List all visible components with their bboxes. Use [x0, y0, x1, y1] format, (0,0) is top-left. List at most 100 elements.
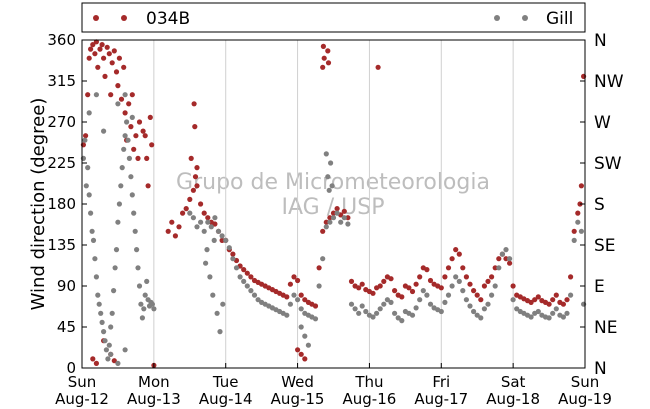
point-034b	[128, 124, 134, 130]
point-gill	[99, 319, 105, 325]
y-tick-label: 135	[47, 236, 76, 254]
point-034b	[116, 55, 122, 61]
point-034b	[85, 92, 91, 98]
point-gill	[212, 215, 218, 221]
point-gill	[132, 228, 138, 234]
point-034b	[97, 46, 103, 52]
point-gill	[101, 329, 107, 335]
point-gill	[287, 301, 293, 307]
point-034b	[467, 281, 473, 287]
point-gill	[496, 265, 502, 271]
point-034b	[133, 133, 139, 139]
point-gill	[204, 247, 210, 253]
point-gill	[320, 256, 326, 262]
compass-label: E	[594, 277, 605, 297]
point-034b	[129, 92, 135, 98]
point-034b	[121, 64, 127, 70]
point-gill	[128, 174, 134, 180]
point-gill	[348, 301, 355, 307]
legend-box	[81, 2, 586, 33]
point-gill	[187, 210, 193, 216]
point-gill	[194, 224, 200, 230]
point-034b	[165, 228, 171, 234]
y-tick-label: 315	[47, 72, 76, 90]
point-gill	[205, 219, 211, 225]
point-gill	[471, 308, 477, 315]
point-gill	[564, 310, 570, 316]
point-gill	[115, 219, 121, 225]
point-gill	[119, 165, 125, 171]
point-gill	[395, 315, 401, 321]
compass-label: SW	[594, 154, 622, 174]
point-034b	[406, 285, 412, 291]
point-034b	[413, 281, 419, 287]
point-gill	[359, 303, 365, 309]
point-gill	[226, 245, 232, 251]
point-034b	[532, 297, 538, 303]
point-gill	[124, 119, 130, 125]
point-034b	[471, 288, 477, 294]
point-034b	[320, 43, 326, 50]
point-034b	[136, 119, 143, 125]
point-gill	[329, 183, 335, 189]
point-034b	[564, 297, 570, 303]
point-034b	[147, 114, 153, 120]
point-034b	[409, 288, 416, 295]
point-gill	[230, 256, 236, 262]
point-gill	[129, 192, 135, 198]
point-gill	[345, 221, 351, 227]
x-tick-day: Mon	[138, 373, 170, 391]
point-gill	[106, 342, 112, 348]
x-tick-day: Thu	[354, 373, 383, 391]
y-tick-label: 45	[57, 318, 76, 336]
point-034b	[149, 142, 155, 148]
point-034b	[302, 297, 308, 303]
point-034b	[99, 42, 105, 48]
point-034b	[489, 274, 495, 280]
point-gill	[125, 137, 131, 143]
legend-label-gill: Gill	[546, 9, 573, 29]
point-034b	[248, 274, 254, 280]
point-034b	[144, 155, 150, 161]
point-gill	[244, 283, 250, 289]
x-tick-date: Aug-19	[558, 390, 612, 408]
point-gill	[284, 312, 290, 318]
point-gill	[575, 219, 581, 225]
point-034b	[327, 215, 333, 221]
x-tick-date: Aug-14	[199, 390, 253, 408]
point-034b	[424, 267, 430, 273]
point-034b	[188, 155, 194, 161]
point-034b	[334, 206, 340, 212]
point-gill	[568, 292, 574, 298]
point-gill	[98, 310, 104, 316]
point-gill	[93, 274, 99, 280]
point-gill	[217, 329, 223, 335]
point-gill	[460, 288, 466, 294]
point-gill	[485, 301, 491, 307]
point-034b	[449, 256, 455, 262]
point-gill	[384, 297, 390, 303]
point-034b	[118, 96, 125, 102]
point-gill	[503, 247, 509, 253]
point-gill	[388, 299, 394, 305]
point-gill	[528, 314, 534, 320]
point-034b	[180, 210, 186, 216]
point-gill	[105, 356, 111, 362]
y-tick-label: 225	[47, 154, 76, 172]
point-034b	[550, 297, 556, 303]
point-034b	[323, 219, 329, 225]
point-gill	[142, 292, 148, 298]
point-gill	[134, 247, 140, 253]
point-gill	[83, 183, 89, 189]
point-034b	[456, 251, 462, 257]
point-gill	[223, 237, 229, 243]
point-034b	[88, 46, 94, 52]
legend-marker-034b	[93, 15, 99, 21]
point-034b	[463, 274, 469, 280]
point-034b	[568, 274, 574, 280]
point-gill	[424, 292, 430, 298]
x-tick-date: Aug-13	[127, 390, 181, 408]
x-tick-date: Aug-12	[55, 390, 109, 408]
point-gill	[89, 228, 95, 234]
point-gill	[207, 274, 213, 280]
